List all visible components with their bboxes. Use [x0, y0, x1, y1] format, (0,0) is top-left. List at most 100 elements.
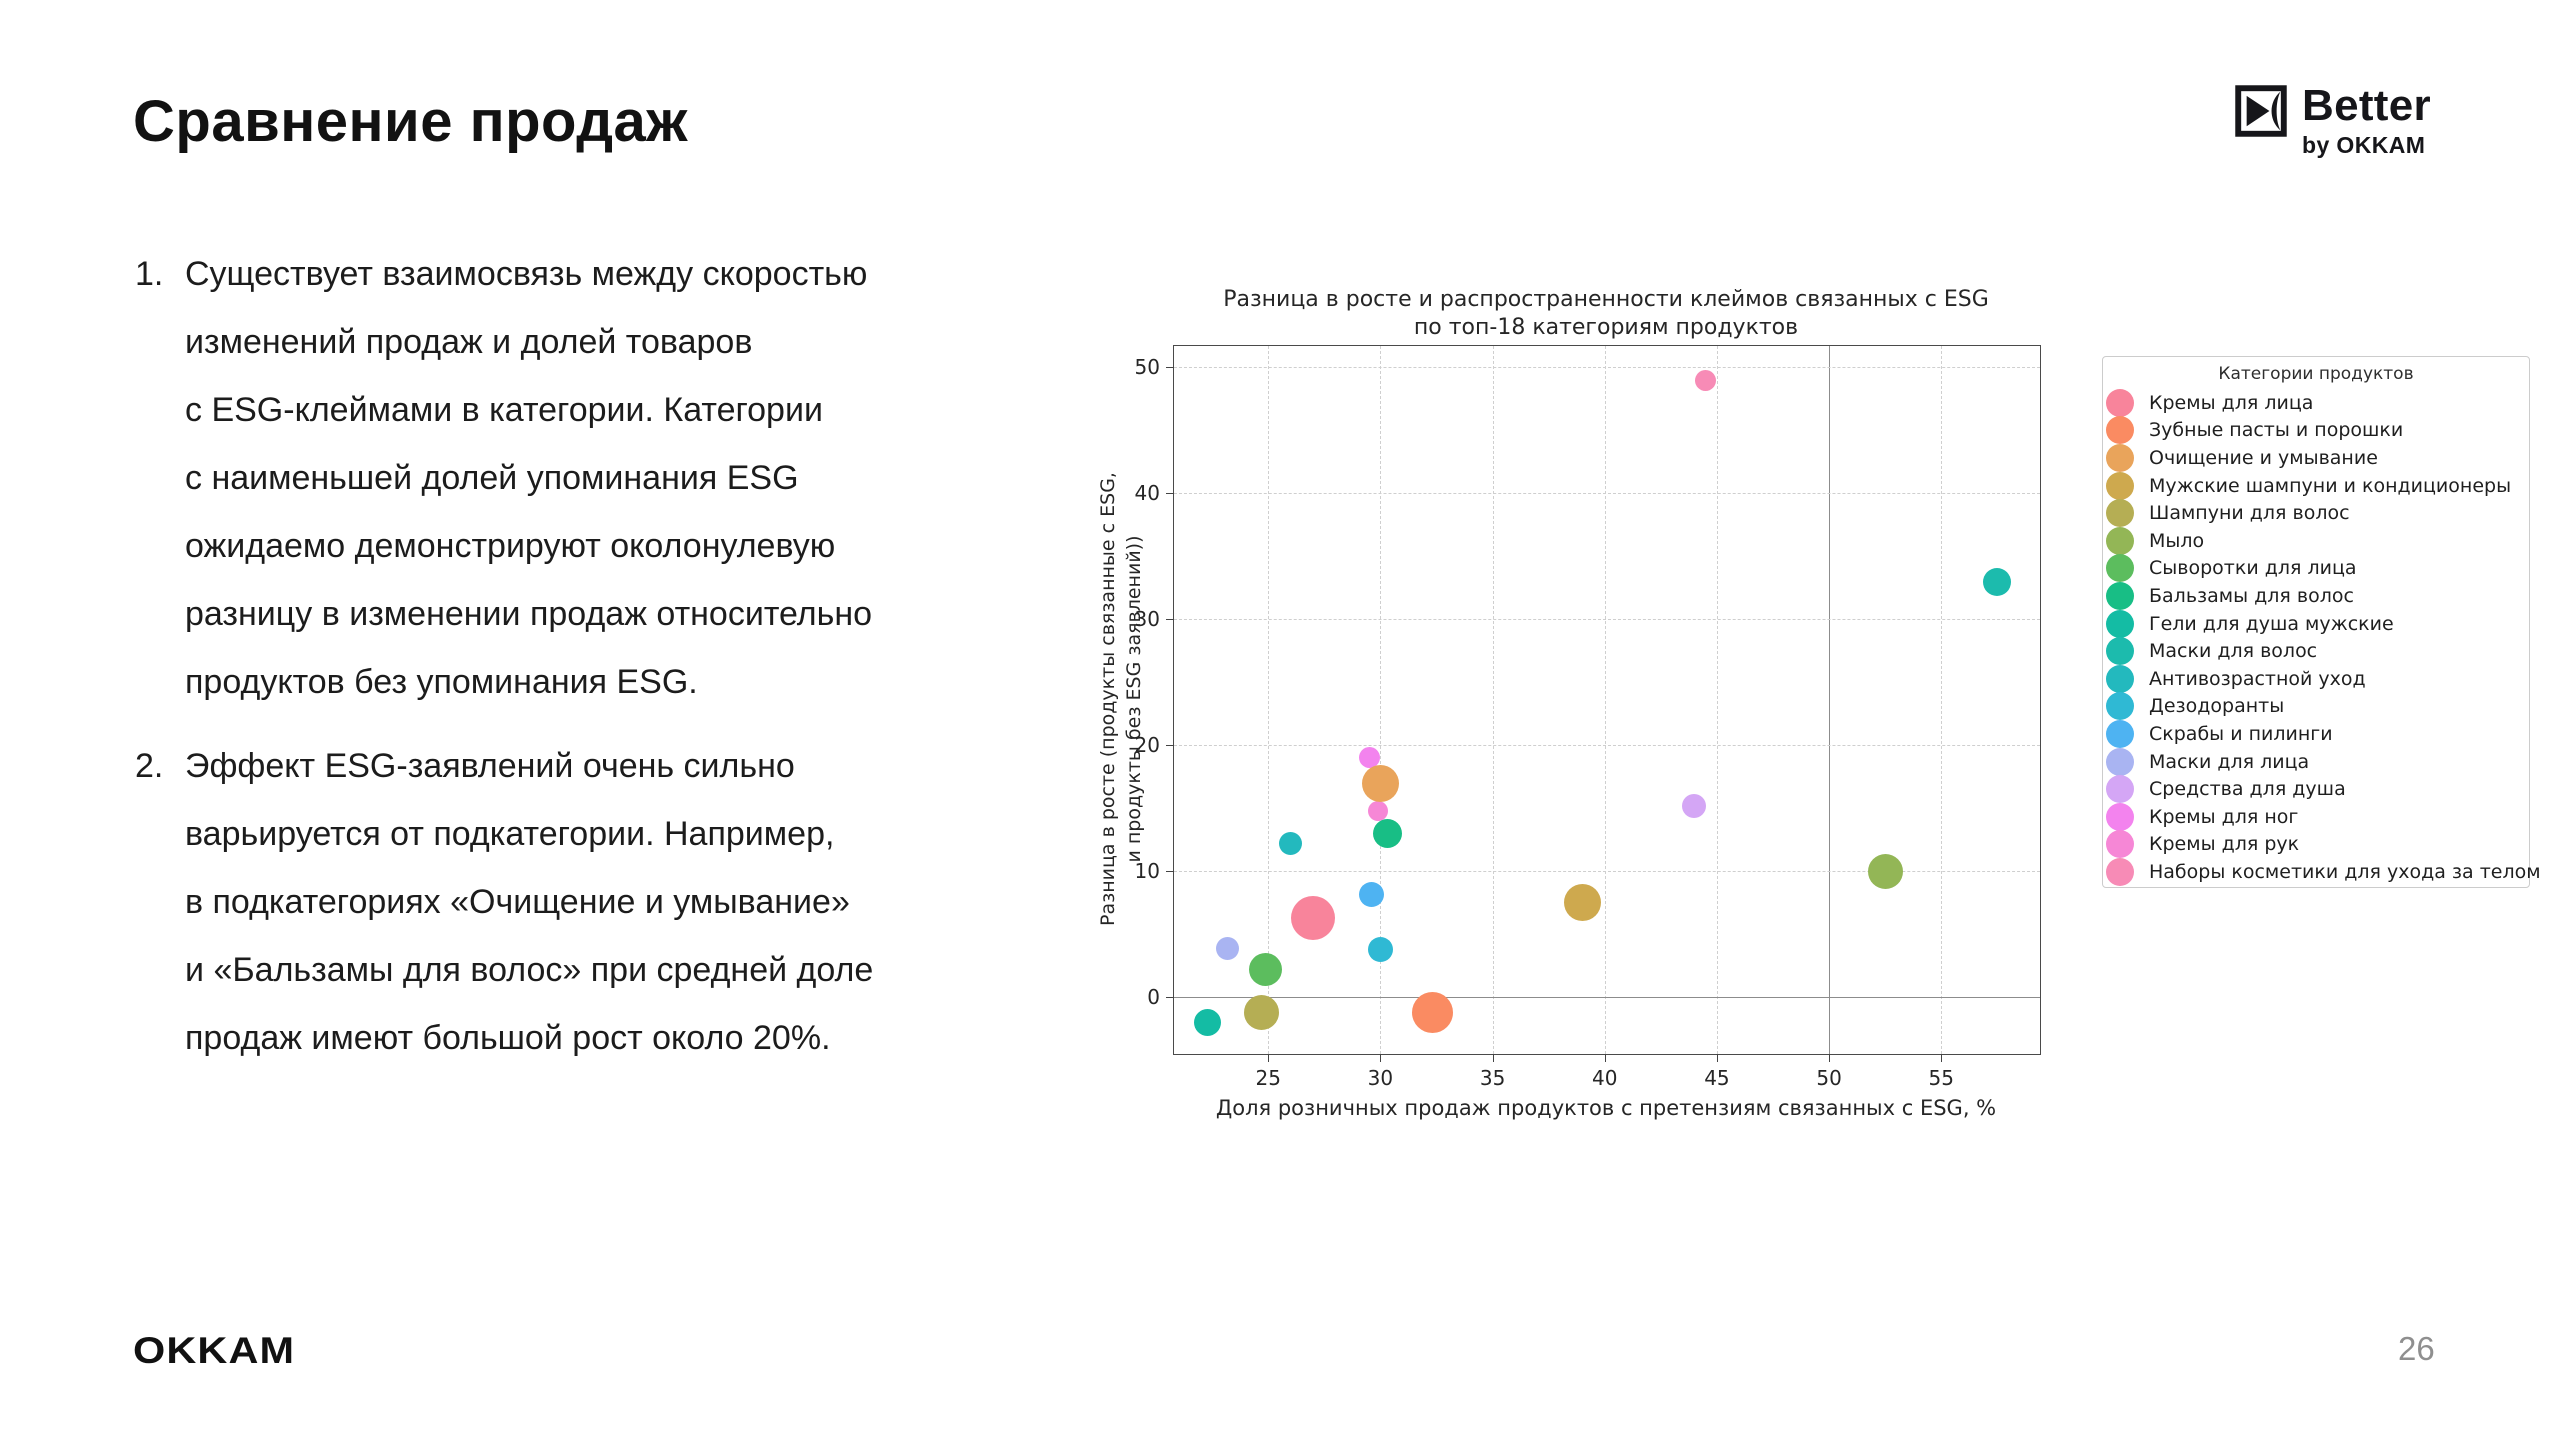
legend-item: Мыло [2103, 526, 2529, 555]
x-tick-mark [1492, 1054, 1494, 1062]
data-point [1216, 936, 1240, 960]
y-tick-label: 10 [1134, 859, 1160, 884]
y-gridline [1174, 493, 2040, 495]
data-point [1367, 936, 1393, 962]
y-tick-mark [1166, 871, 1174, 873]
x-axis-label: Доля розничных продаж продуктов с претен… [1215, 1096, 1997, 1120]
data-point [1358, 747, 1380, 769]
legend-item: Наборы косметики для ухода за телом [2103, 857, 2541, 886]
y-tick-mark [1166, 493, 1174, 495]
data-point [1695, 369, 1717, 391]
bullet-number: 1. [135, 255, 164, 293]
x-tick-label: 25 [1255, 1066, 1281, 1090]
x-gridline [1492, 346, 1494, 1054]
x-tick-label: 30 [1367, 1066, 1394, 1090]
legend-marker-icon [2106, 747, 2134, 776]
legend-item: Кремы для рук [2103, 830, 2529, 859]
data-point [1411, 991, 1453, 1033]
legend-label: Наборы косметики для ухода за телом [2149, 860, 2541, 883]
y-tick-mark [1166, 367, 1174, 369]
legend-marker-icon [2106, 499, 2134, 528]
legend-marker-icon [2106, 637, 2134, 666]
x-tick-label: 35 [1479, 1066, 1506, 1090]
x-tick-label: 45 [1704, 1066, 1730, 1090]
x-tick-label: 40 [1592, 1066, 1618, 1090]
x-gridline [1268, 346, 1270, 1054]
legend-marker-icon [2106, 802, 2134, 831]
legend-item: Скрабы и пилинги [2103, 719, 2529, 748]
legend-label: Очищение и умывание [2149, 446, 2378, 469]
legend-label: Кремы для лица [2149, 391, 2314, 414]
legend-item: Кремы для ног [2103, 802, 2529, 831]
data-point [1361, 764, 1399, 802]
legend-item: Кремы для лица [2103, 388, 2529, 417]
bullet-text: Эффект ESG-заявлений очень сильно варьир… [185, 747, 874, 1057]
bullet-item-2: 2. Эффект ESG-заявлений очень сильно вар… [135, 732, 1055, 1072]
x-tick-mark [1604, 1054, 1606, 1062]
legend-item: Шампуни для волос [2103, 499, 2529, 528]
x-tick-mark [1716, 1054, 1718, 1062]
data-point [1279, 832, 1303, 856]
page-number: 26 [2398, 1330, 2435, 1367]
data-point [1372, 819, 1402, 849]
bullet-text: Существует взаимосвязь между скоростью и… [185, 255, 873, 701]
data-point [1682, 793, 1707, 818]
legend-marker-icon [2106, 857, 2134, 886]
x-tick-label: 50 [1816, 1066, 1842, 1090]
legend-item: Маски для волос [2103, 637, 2529, 666]
x-tick-mark [1829, 1054, 1831, 1062]
legend-item: Гели для душа мужские [2103, 609, 2529, 638]
chart-title: Разница в росте и распространенности кле… [1223, 287, 1989, 340]
x-gridline [1941, 346, 1943, 1054]
data-point [1368, 800, 1389, 821]
chart-legend: Категории продуктов Кремы для лица Зубные… [2102, 356, 2541, 888]
legend-marker-icon [2106, 775, 2134, 804]
x-gridline [1604, 346, 1606, 1054]
y-tick-label: 0 [1147, 985, 1160, 1010]
legend-marker-icon [2106, 416, 2134, 445]
bullet-item-1: 1. Существует взаимосвязь между скорость… [135, 240, 1055, 716]
legend-label: Зубные пасты и порошки [2149, 419, 2404, 442]
legend-label: Кремы для рук [2149, 833, 2300, 856]
legend-label: Дезодоранты [2149, 695, 2285, 718]
legend-item: Сыворотки для лица [2103, 554, 2529, 583]
legend-item: Средства для душа [2103, 775, 2529, 804]
data-point [1358, 881, 1384, 907]
data-point [1867, 853, 1903, 889]
legend-marker-icon [2106, 581, 2134, 610]
y-tick-mark [1166, 745, 1174, 747]
y-tick-label: 20 [1134, 733, 1160, 758]
y-gridline [1174, 871, 2040, 873]
y-axis-label: Разница в росте (продукты связанные с ES… [1097, 472, 1145, 926]
data-point [1563, 884, 1601, 922]
legend-marker-icon [2106, 664, 2134, 693]
legend-label: Сыворотки для лица [2149, 557, 2357, 580]
legend-label: Бальзамы для волос [2149, 584, 2354, 607]
y-gridline [1174, 745, 2040, 747]
legend-marker-icon [2106, 388, 2134, 417]
better-logo: Better by OKKAM [2234, 84, 2431, 159]
x-tick-label: 55 [1928, 1066, 1954, 1090]
brand-subtitle: by OKKAM [2302, 132, 2426, 158]
okkam-logo: OKKAM [133, 1330, 296, 1371]
y-gridline [1174, 619, 2040, 621]
data-point [1194, 1009, 1222, 1036]
x-tick-mark [1941, 1054, 1943, 1062]
bullet-number: 2. [135, 747, 164, 785]
legend-item: Дезодоранты [2103, 692, 2529, 721]
data-point [1249, 953, 1283, 987]
legend-marker-icon [2106, 443, 2134, 472]
legend-item: Зубные пасты и порошки [2103, 416, 2529, 445]
legend-label: Маски для волос [2149, 640, 2318, 663]
y-tick-label: 40 [1134, 481, 1160, 506]
x-tick-mark [1268, 1054, 1270, 1062]
y-tick-label: 30 [1134, 607, 1160, 632]
data-point [1983, 567, 2012, 596]
legend-label: Мужские шампуни и кондиционеры [2149, 474, 2512, 497]
legend-label: Средства для душа [2149, 778, 2346, 801]
x-gridline [1716, 346, 1718, 1054]
brand-name: Better [2302, 81, 2431, 130]
data-point [1243, 994, 1279, 1030]
y-tick-mark [1166, 997, 1174, 999]
